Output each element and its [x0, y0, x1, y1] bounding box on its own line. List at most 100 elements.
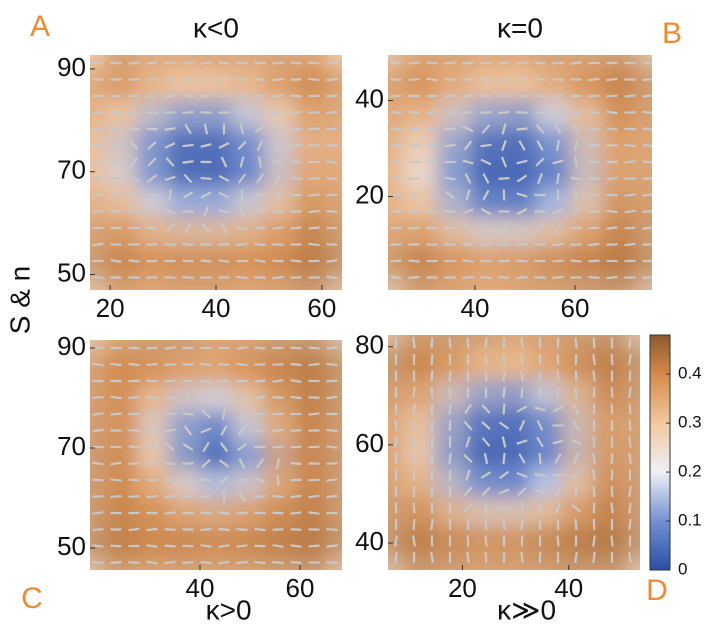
director [237, 562, 248, 563]
director [255, 447, 266, 448]
director [147, 96, 158, 97]
director [589, 161, 600, 162]
director [445, 62, 456, 63]
director [463, 277, 474, 278]
director [147, 348, 158, 349]
director [147, 463, 158, 464]
director [504, 338, 505, 349]
director [165, 496, 176, 497]
director [219, 562, 230, 563]
director [201, 512, 212, 513]
director [431, 519, 432, 530]
director [147, 211, 158, 212]
director [273, 397, 284, 398]
director [165, 562, 176, 563]
y-tick-label: 50 [57, 531, 86, 561]
director [291, 63, 302, 64]
director [571, 244, 582, 245]
director [499, 508, 510, 509]
director [486, 552, 487, 563]
x-tick-label: 20 [96, 293, 125, 323]
director [129, 414, 140, 415]
director [521, 552, 522, 563]
colorbar-tick-label: 0.4 [678, 364, 702, 383]
director [414, 437, 415, 448]
director [291, 463, 302, 464]
director [111, 413, 122, 414]
director [612, 486, 613, 497]
x-axis-label: κ>0 [206, 594, 252, 625]
director [93, 244, 104, 246]
director [183, 529, 194, 530]
director [558, 354, 559, 365]
director [557, 371, 558, 382]
panel-label: B [662, 17, 682, 50]
director [607, 277, 618, 278]
director [629, 354, 630, 365]
director [219, 96, 230, 97]
director [409, 277, 420, 278]
director [409, 260, 420, 261]
director [522, 503, 523, 514]
director [503, 519, 504, 530]
director [629, 404, 630, 415]
director [589, 277, 600, 278]
director [414, 519, 415, 530]
director [539, 371, 540, 382]
y-tick-label: 70 [57, 431, 86, 461]
director [431, 387, 432, 398]
director [575, 190, 576, 201]
director [463, 63, 474, 64]
director [291, 112, 302, 113]
director [291, 260, 302, 261]
director [111, 194, 122, 196]
director [612, 453, 613, 464]
panel-label: D [646, 574, 668, 607]
director [522, 536, 523, 547]
director [499, 112, 510, 113]
director [593, 371, 594, 382]
director [327, 79, 338, 80]
director [517, 79, 528, 80]
director [395, 536, 397, 547]
director [327, 529, 338, 530]
director [111, 447, 122, 448]
x-tick-label: 40 [202, 293, 231, 323]
x-tick-label: 40 [554, 573, 583, 603]
director [432, 486, 433, 497]
director [449, 338, 450, 349]
director [327, 446, 338, 447]
director [327, 347, 338, 348]
director [589, 244, 600, 245]
x-tick-label: 40 [461, 293, 490, 323]
director [147, 496, 158, 497]
director [557, 173, 558, 184]
director [589, 112, 600, 113]
director [427, 112, 438, 114]
y-tick-label: 80 [355, 330, 384, 360]
director [607, 112, 618, 113]
director [309, 79, 320, 80]
director [165, 380, 176, 381]
director [165, 512, 176, 513]
director [629, 437, 630, 448]
director [553, 112, 564, 113]
director [327, 479, 338, 480]
director [129, 397, 140, 398]
director [129, 562, 140, 563]
director [540, 387, 541, 398]
director [165, 128, 176, 130]
director [219, 364, 230, 365]
y-tick-label: 60 [355, 428, 384, 458]
director [643, 161, 654, 162]
director [129, 496, 140, 497]
director [183, 261, 194, 262]
colorbar-tick-label: 0.3 [678, 413, 702, 432]
director [309, 227, 320, 228]
director [607, 79, 618, 80]
director [183, 244, 194, 245]
director [291, 496, 302, 497]
director [327, 178, 338, 179]
director [409, 227, 420, 228]
